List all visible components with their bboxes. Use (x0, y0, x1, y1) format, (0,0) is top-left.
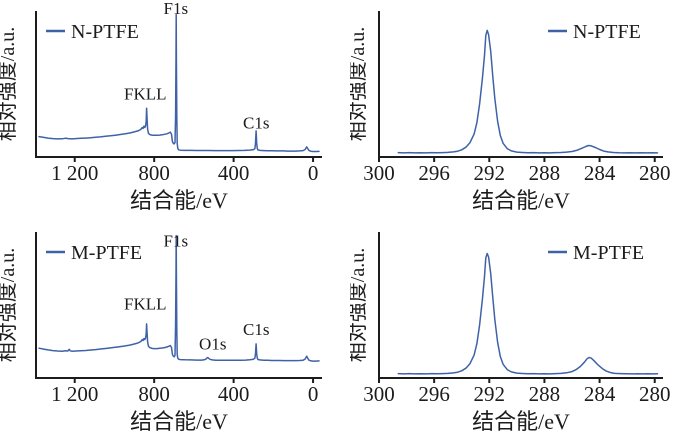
x-tick-label: 280 (639, 161, 671, 185)
x-tick-label: 280 (639, 382, 671, 406)
spectrum-line (397, 29, 659, 154)
x-axis-title: 结合能/eV (472, 188, 570, 213)
hires-m-ptfe-chart: 300 296 292 288 284 280 结合能/eV 相对强度/a.u. M-PTFE (350, 232, 671, 434)
y-axis-title: 相对强度/a.u. (0, 248, 19, 362)
peak-label-f1s: F1s (164, 231, 189, 250)
x-tick-label: 288 (529, 161, 561, 185)
hires-n-ptfe-chart: 300 296 292 288 284 280 结合能/eV 相对强度/a.u. N-PTFE (350, 11, 671, 213)
x-tick-label: 0 (308, 382, 319, 406)
x-axis-title: 结合能/eV (472, 409, 570, 434)
x-tick-label: 800 (138, 161, 170, 185)
peak-label-f1s: F1s (164, 0, 189, 18)
panel-hires-n-ptfe: 300 296 292 288 284 280 结合能/eV 相对强度/a.u. N-PTFE (350, 0, 699, 220)
legend-label: N-PTFE (71, 21, 139, 43)
y-axis-title: 相对强度/a.u. (0, 27, 19, 141)
survey-n-ptfe-chart: 1 200 800 400 0 结合能/eV 相对强度/a.u. FKLL F1s C1s N-P… (0, 0, 322, 213)
legend-label: M-PTFE (71, 242, 142, 264)
x-tick-label: 400 (218, 161, 250, 185)
spectrum-line (397, 252, 659, 375)
x-tick-label: 400 (218, 382, 250, 406)
legend-label: M-PTFE (573, 242, 644, 264)
spectrum-line (38, 234, 320, 362)
x-tick-label: 284 (584, 382, 616, 406)
panel-survey-m-ptfe: 1 200 800 400 0 结合能/eV 相对强度/a.u. FKLL F1s O1s C1s… (0, 221, 349, 441)
x-tick-label: 800 (138, 382, 170, 406)
panel-hires-m-ptfe: 300 296 292 288 284 280 结合能/eV 相对强度/a.u. M-PTFE (350, 221, 699, 441)
x-tick-label: 300 (363, 161, 395, 185)
y-axis-title: 相对强度/a.u. (350, 27, 369, 141)
peak-label-c1s: C1s (243, 320, 269, 339)
peak-label-c1s: C1s (243, 113, 269, 132)
x-tick-label: 284 (584, 161, 616, 185)
x-tick-label: 292 (474, 382, 506, 406)
x-tick-label: 296 (418, 161, 450, 185)
panel-survey-n-ptfe: 1 200 800 400 0 结合能/eV 相对强度/a.u. FKLL F1s C1s N-P… (0, 0, 349, 220)
peak-label-o1s: O1s (199, 334, 226, 353)
x-axis-title: 结合能/eV (130, 188, 228, 213)
peak-label-fkll: FKLL (124, 294, 167, 313)
x-tick-label: 288 (529, 382, 561, 406)
x-tick-label: 1 200 (51, 382, 98, 406)
x-tick-label: 296 (418, 382, 450, 406)
y-axis-title: 相对强度/a.u. (350, 248, 369, 362)
survey-m-ptfe-chart: 1 200 800 400 0 结合能/eV 相对强度/a.u. FKLL F1s O1s C1s… (0, 231, 322, 434)
x-tick-label: 300 (363, 382, 395, 406)
x-axis-title: 结合能/eV (130, 409, 228, 434)
peak-label-fkll: FKLL (124, 85, 167, 104)
legend-label: N-PTFE (573, 21, 641, 43)
x-tick-label: 0 (308, 161, 319, 185)
x-tick-label: 292 (474, 161, 506, 185)
x-tick-label: 1 200 (51, 161, 98, 185)
spectrum-line (38, 13, 320, 153)
